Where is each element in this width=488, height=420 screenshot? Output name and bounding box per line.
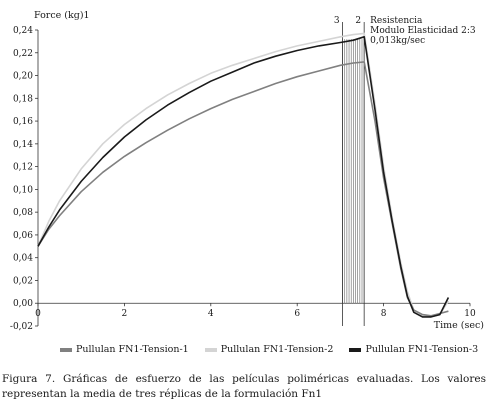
chart-annotations: 3 2 Resistencia Modulo Elasticidad 2:3 0… bbox=[334, 16, 476, 46]
x-tick-label: 8 bbox=[381, 309, 387, 319]
legend-swatch-tension-3 bbox=[349, 347, 362, 352]
y-tick-label: 0,08 bbox=[13, 208, 33, 218]
legend-label-tension-1: Pullulan FN1-Tension-1 bbox=[76, 344, 189, 355]
y-tick-label: 0,02 bbox=[13, 276, 33, 286]
y-tick-label: 0,00 bbox=[13, 299, 33, 309]
y-tick-label: 0,18 bbox=[13, 94, 33, 104]
legend-swatch-tension-2 bbox=[204, 347, 217, 352]
x-axis-title: Time (sec) bbox=[434, 320, 484, 331]
y-tick-label: 0,12 bbox=[13, 163, 33, 173]
annotation-resistencia: Resistencia bbox=[370, 16, 423, 26]
annotation-marker-3: 3 bbox=[334, 16, 340, 26]
legend-label-tension-3: Pullulan FN1-Tension-3 bbox=[365, 344, 479, 355]
force-time-chart: -0,02 0,00 0,02 0,04 0,06 0,08 0,10 0,12 0,14 0,1… bbox=[10, 10, 484, 332]
annotation-marker-2: 2 bbox=[355, 16, 361, 26]
x-tick-label: 6 bbox=[294, 309, 300, 319]
y-tick-label: 0,20 bbox=[13, 72, 33, 82]
y-tick-label: 0,14 bbox=[13, 140, 33, 150]
x-tick-label: 10 bbox=[464, 309, 476, 319]
y-tick-label: -0,02 bbox=[10, 322, 33, 332]
x-tick-label: 2 bbox=[122, 309, 128, 319]
y-tick-label: 0,24 bbox=[13, 26, 33, 36]
annotation-rate: 0,013kg/sec bbox=[370, 36, 425, 46]
figure-caption: Figura 7. Gráficas de esfuerzo de las pe… bbox=[2, 373, 486, 400]
legend-item-tension-3: Pullulan FN1-Tension-3 bbox=[349, 344, 478, 355]
series-line-3 bbox=[37, 35, 450, 318]
x-tick-label: 4 bbox=[208, 309, 214, 319]
y-tick-label: 0,22 bbox=[13, 49, 33, 59]
y-tick-label: 0,06 bbox=[13, 231, 33, 241]
legend-item-tension-1: Pullulan FN1-Tension-1 bbox=[60, 344, 189, 355]
legend-label-tension-2: Pullulan FN1-Tension-2 bbox=[220, 344, 334, 355]
y-axis-title: Force (kg)1 bbox=[34, 10, 90, 21]
chart-axes: -0,02 0,00 0,02 0,04 0,06 0,08 0,10 0,12 0,14 0,1… bbox=[10, 26, 476, 332]
chart-series-group bbox=[37, 32, 450, 318]
y-tick-label: 0,04 bbox=[13, 254, 33, 264]
y-tick-label: 0,16 bbox=[13, 117, 33, 127]
y-tick-label: 0,10 bbox=[13, 185, 33, 195]
legend-swatch-tension-1 bbox=[60, 347, 72, 352]
chart-legend: Pullulan FN1-Tension-1 Pullulan FN1-Tens… bbox=[60, 344, 480, 355]
series-line-2 bbox=[37, 32, 450, 318]
x-tick-label: 0 bbox=[35, 309, 41, 319]
plateau-band-lines bbox=[342, 22, 365, 326]
legend-item-tension-2: Pullulan FN1-Tension-2 bbox=[204, 344, 334, 355]
annotation-modulo: Modulo Elasticidad 2:3 bbox=[370, 26, 476, 36]
